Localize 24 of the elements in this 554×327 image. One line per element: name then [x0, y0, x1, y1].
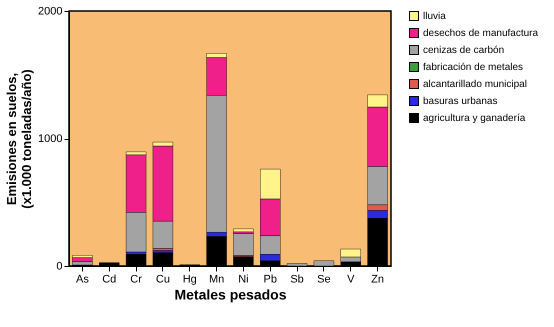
legend-label: agricultura y ganadería [423, 113, 526, 124]
y-tick-label: 0 [56, 260, 62, 272]
x-tick-label: Cu [156, 274, 170, 286]
legend-label: desechos de manufactura [423, 28, 539, 39]
x-tick-label: As [76, 274, 90, 286]
legend-label: cenizas de carbón [423, 45, 504, 56]
x-tick-label: Zn [371, 274, 384, 286]
x-axis-title: Metales pesados [174, 286, 287, 302]
x-tick-label: Ni [238, 274, 249, 286]
y-axis-title: Emisiones en suelos, (x1.000 toneladas/año) [4, 69, 34, 209]
x-tick-label: Sb [290, 274, 304, 286]
x-tick-label: Mn [208, 274, 224, 286]
x-tick-label: Hg [182, 274, 197, 286]
x-tick-label: V [347, 274, 356, 286]
x-tick-label: Se [317, 274, 331, 286]
legend-label: basuras urbanas [423, 96, 498, 107]
x-tick-label: Pb [264, 274, 277, 286]
y-tick-label: 1000 [38, 133, 62, 145]
y-tick-label: 2000 [38, 6, 62, 18]
x-tick-label: Cr [130, 274, 142, 286]
legend-label: alcantarillado municipal [423, 79, 527, 90]
legend-label: lluvia [423, 11, 446, 22]
legend-label: fabricación de metales [423, 62, 524, 73]
x-tick-label: Cd [102, 274, 116, 286]
